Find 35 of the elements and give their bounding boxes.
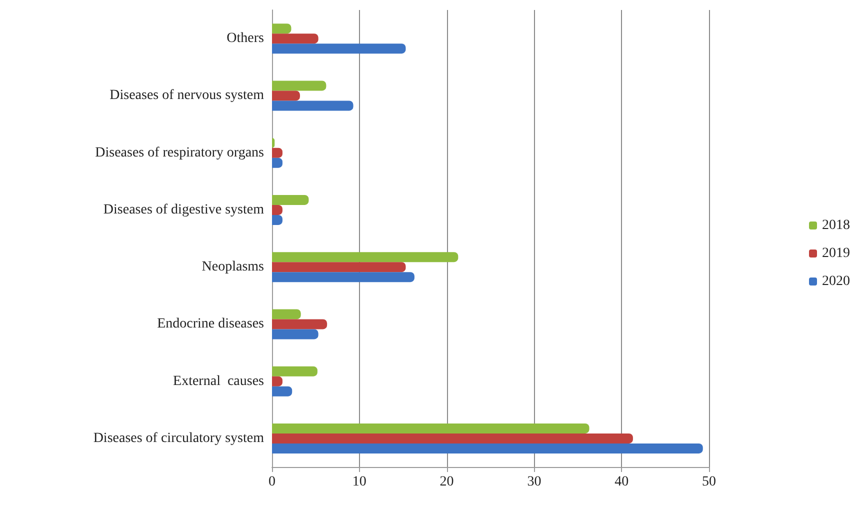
y-tick-label: Diseases of digestive system (103, 202, 264, 218)
bar (272, 44, 406, 54)
x-tick-label: 50 (702, 474, 716, 490)
legend-label: 2019 (822, 246, 850, 261)
x-tick-label: 0 (268, 474, 276, 490)
bar (272, 90, 300, 101)
y-tick-label: Diseases of circulatory system (93, 430, 264, 446)
bar (272, 262, 406, 272)
y-tick-label: External causes (173, 374, 264, 389)
x-tick-label: 10 (352, 474, 366, 490)
x-tick-label: 30 (527, 474, 542, 490)
x-tick-label: 20 (440, 474, 454, 490)
y-tick-label: Diseases of respiratory organs (95, 145, 264, 160)
bar (272, 433, 633, 444)
x-tick-label: 40 (614, 474, 629, 490)
bar (272, 386, 292, 396)
y-tick-label: Neoplasms (202, 260, 264, 275)
bar (272, 329, 318, 340)
bar (272, 194, 309, 205)
bar (272, 24, 292, 34)
bar (272, 423, 590, 434)
bar (272, 34, 318, 44)
legend-label: 2018 (822, 218, 850, 233)
bar (272, 272, 414, 282)
y-tick-label: Others (226, 31, 264, 46)
bar (272, 443, 703, 454)
bar (272, 252, 458, 262)
bar (272, 80, 326, 91)
y-tick-label: Endocrine diseases (157, 316, 264, 332)
bar (272, 319, 328, 330)
bar (272, 100, 354, 111)
bar (272, 309, 301, 320)
legend-label: 2020 (822, 274, 850, 289)
bar (272, 366, 318, 376)
y-tick-label: Diseases of nervous system (110, 88, 264, 104)
